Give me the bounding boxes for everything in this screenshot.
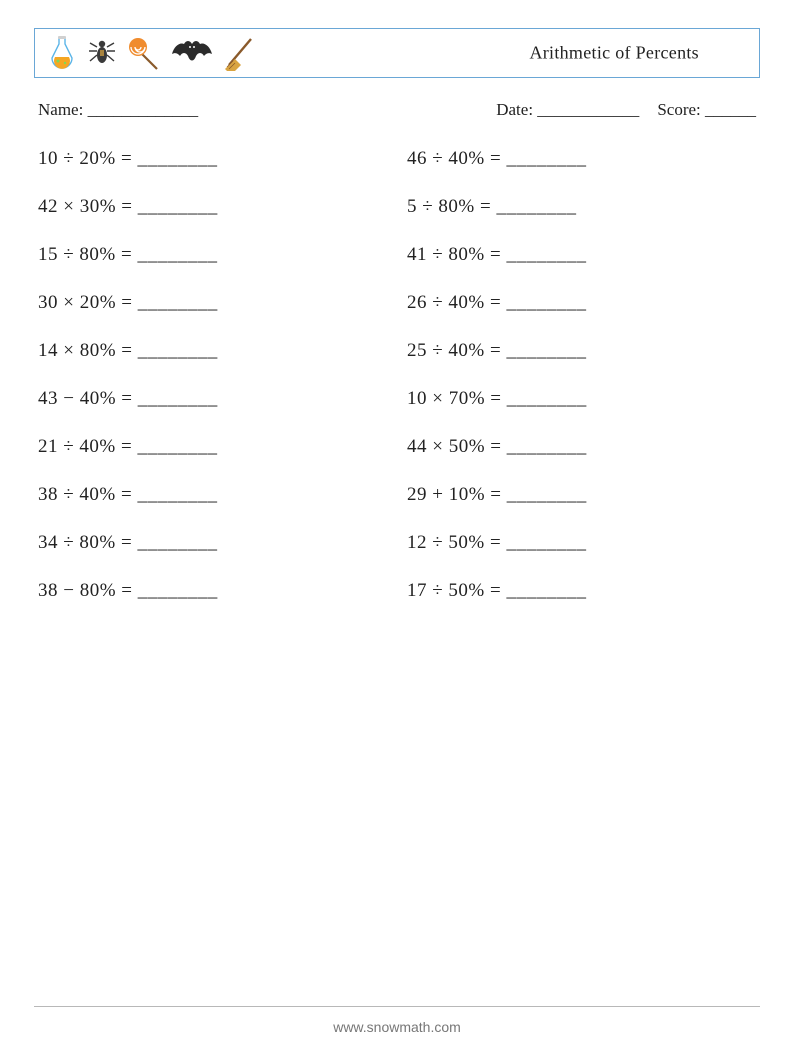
- score-field: Score: ______: [657, 100, 756, 120]
- problem-item: 29 + 10% = ________: [407, 484, 756, 506]
- problem-item: 15 ÷ 80% = ________: [38, 244, 387, 266]
- potion-icon: [47, 35, 77, 71]
- lollipop-icon: [127, 35, 161, 71]
- problems-grid: 10 ÷ 20% = ________ 46 ÷ 40% = ________ 42…: [34, 148, 760, 602]
- worksheet-title: Arithmetic of Percents: [529, 43, 699, 64]
- problem-item: 26 ÷ 40% = ________: [407, 292, 756, 314]
- problem-item: 42 × 30% = ________: [38, 196, 387, 218]
- footer-url: www.snowmath.com: [0, 1019, 794, 1035]
- name-field: Name: _____________: [38, 100, 198, 119]
- problem-item: 41 ÷ 80% = ________: [407, 244, 756, 266]
- bat-icon: [171, 38, 213, 68]
- header-box: Arithmetic of Percents: [34, 28, 760, 78]
- spider-icon: [87, 35, 117, 71]
- problem-item: 21 ÷ 40% = ________: [38, 436, 387, 458]
- problem-item: 10 ÷ 20% = ________: [38, 148, 387, 170]
- meta-row: Name: _____________ Date: ____________ S…: [34, 100, 760, 120]
- header-icons: [47, 35, 257, 71]
- worksheet-page: Arithmetic of Percents Name: ___________…: [0, 0, 794, 1053]
- problem-item: 10 × 70% = ________: [407, 388, 756, 410]
- problem-item: 38 − 80% = ________: [38, 580, 387, 602]
- broom-icon: [223, 35, 257, 71]
- problem-item: 30 × 20% = ________: [38, 292, 387, 314]
- footer-divider: [34, 1006, 760, 1007]
- problem-item: 5 ÷ 80% = ________: [407, 196, 756, 218]
- problem-item: 12 ÷ 50% = ________: [407, 532, 756, 554]
- problem-item: 38 ÷ 40% = ________: [38, 484, 387, 506]
- problem-item: 44 × 50% = ________: [407, 436, 756, 458]
- date-field: Date: ____________: [496, 100, 639, 120]
- problem-item: 34 ÷ 80% = ________: [38, 532, 387, 554]
- problem-item: 46 ÷ 40% = ________: [407, 148, 756, 170]
- problem-item: 14 × 80% = ________: [38, 340, 387, 362]
- problem-item: 25 ÷ 40% = ________: [407, 340, 756, 362]
- problem-item: 17 ÷ 50% = ________: [407, 580, 756, 602]
- problem-item: 43 − 40% = ________: [38, 388, 387, 410]
